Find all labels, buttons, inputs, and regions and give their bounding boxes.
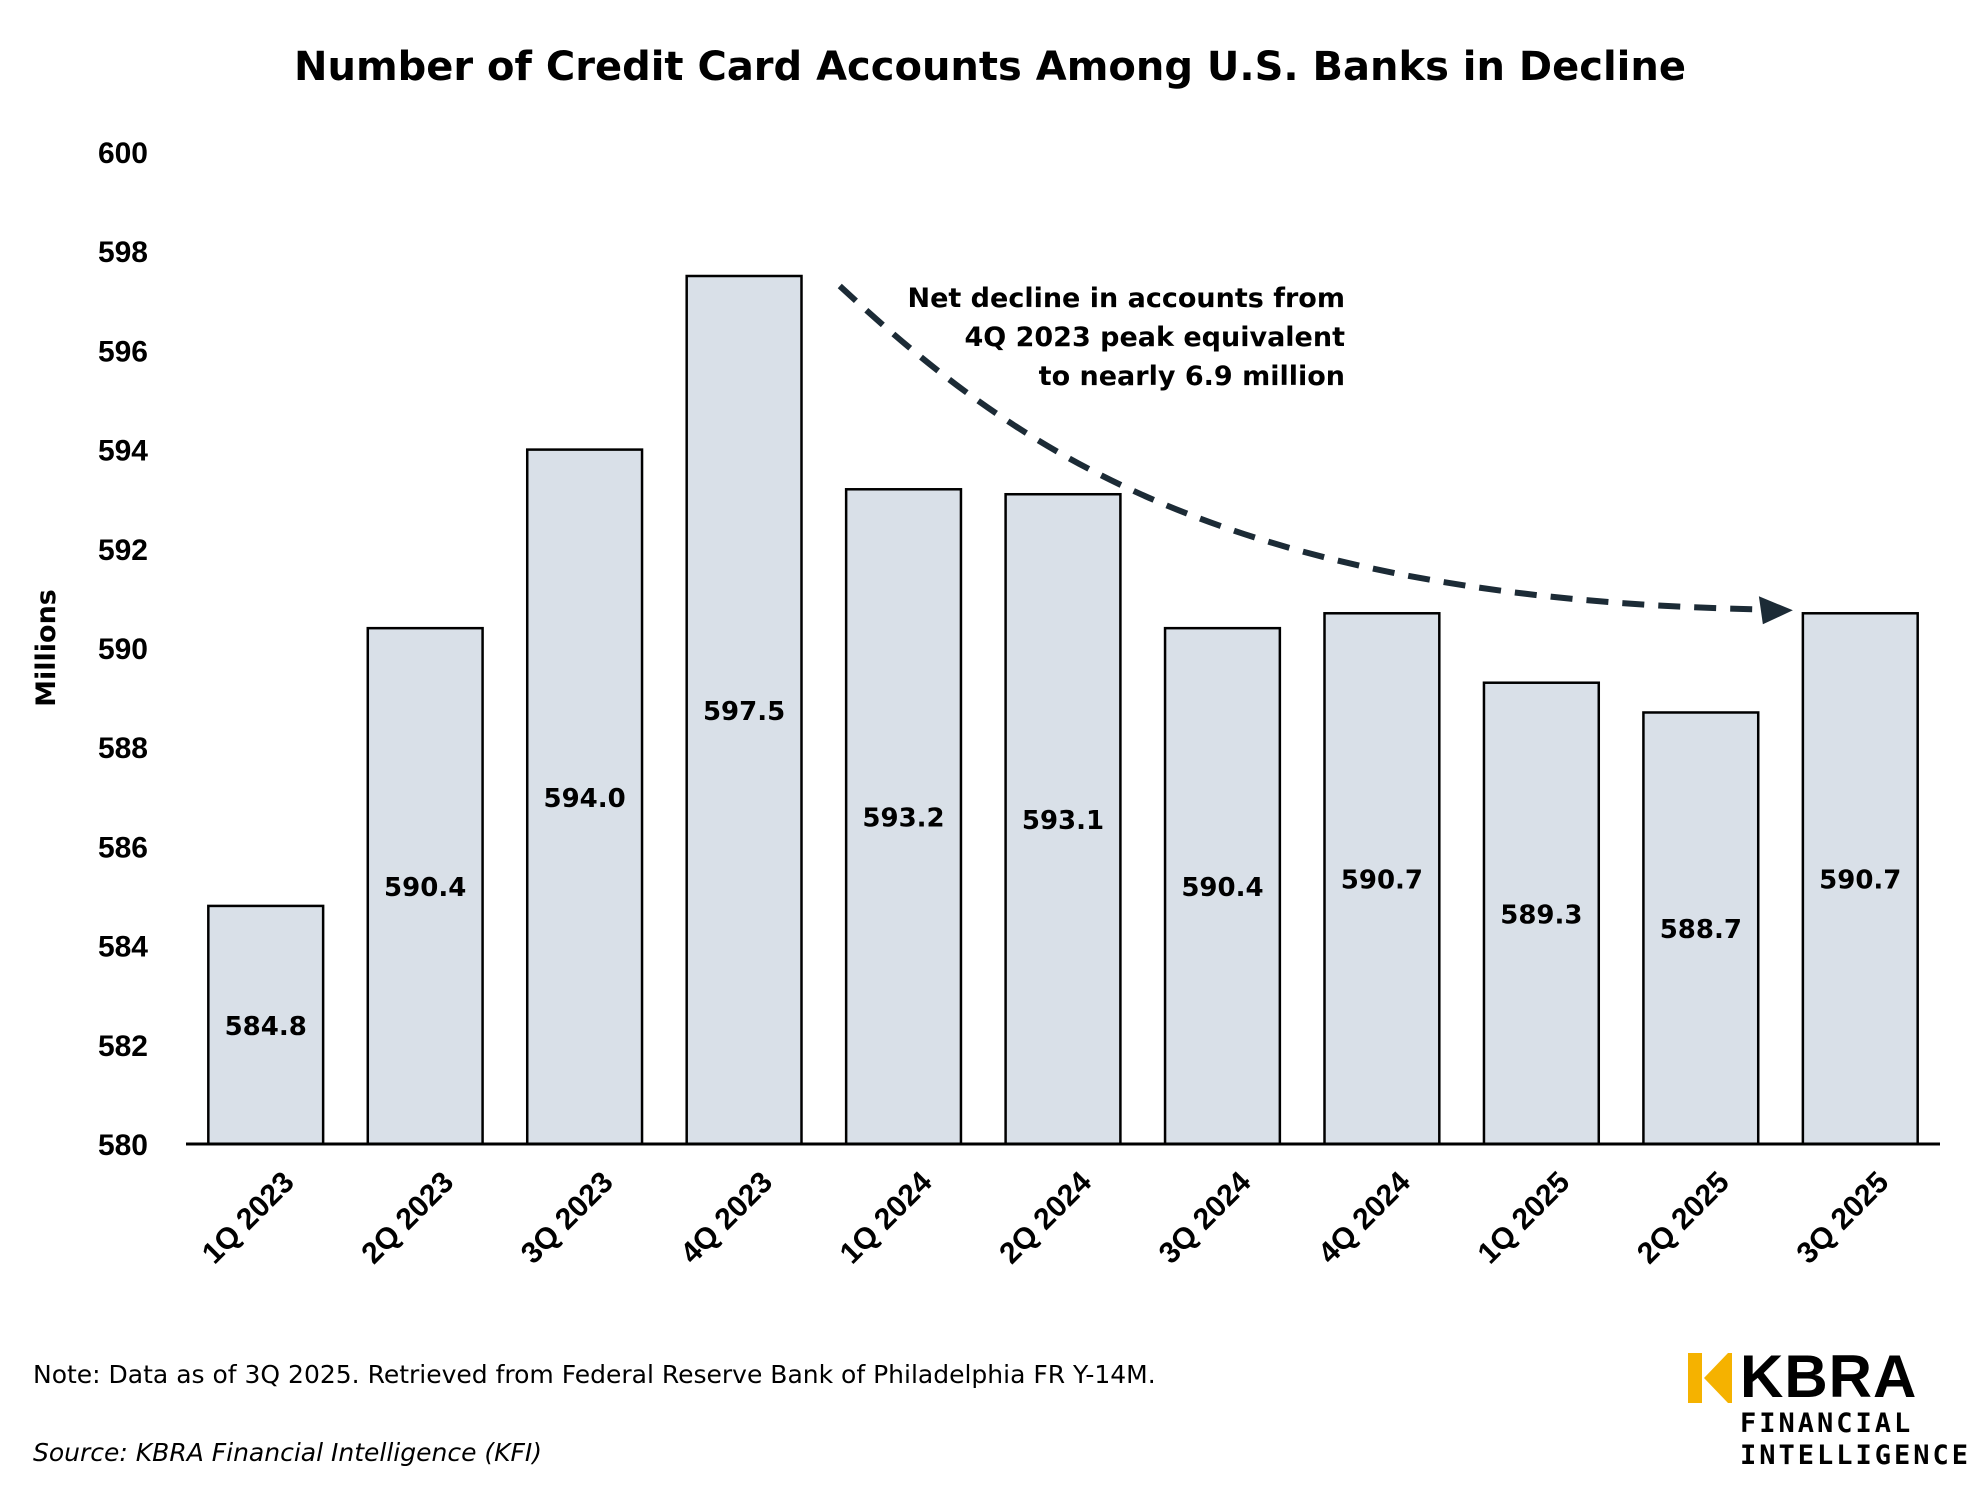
y-tick-label: 580: [98, 1129, 148, 1162]
bar-value-label: 584.8: [225, 1012, 307, 1042]
logo-line-financial: FINANCIAL: [1740, 1408, 1914, 1439]
y-tick-label: 586: [98, 831, 148, 864]
bar-value-label: 590.4: [1181, 873, 1263, 903]
x-tick-label: 2Q 2025: [1631, 1166, 1736, 1271]
y-tick-label: 598: [98, 236, 148, 269]
annotation-line-3: to nearly 6.9 million: [1039, 361, 1345, 392]
x-tick-label: 1Q 2024: [834, 1165, 939, 1270]
bar-value-label: 589.3: [1500, 900, 1582, 930]
x-tick-label: 3Q 2025: [1791, 1166, 1896, 1271]
annotation-line-1: Net decline in accounts from: [907, 283, 1345, 314]
bar-value-label: 590.4: [384, 873, 466, 903]
bar: [685, 274, 803, 1146]
y-tick-label: 592: [98, 534, 148, 567]
footnote-note: Note: Data as of 3Q 2025. Retrieved from…: [33, 1360, 1156, 1389]
bar-value-label: 590.7: [1341, 866, 1423, 896]
bar-value-label: 593.2: [862, 804, 944, 834]
x-tick-label: 3Q 2024: [1153, 1165, 1258, 1270]
bar-value-label: 597.5: [703, 697, 785, 727]
x-tick-label: 4Q 2023: [674, 1166, 779, 1271]
bar-value-label: 594.0: [544, 784, 626, 814]
y-tick-label: 588: [98, 732, 148, 765]
x-tick-label: 1Q 2025: [1472, 1166, 1577, 1271]
kbra-logo: KBRA FINANCIAL INTELLIGENCE: [1688, 1345, 1978, 1480]
bar: [1801, 612, 1919, 1146]
logo-line-intelligence: INTELLIGENCE: [1740, 1440, 1972, 1471]
y-axis-ticks: 580 582 584 586 588 590 592 594 596 598 600: [98, 137, 148, 1162]
bar: [366, 626, 484, 1146]
chart-canvas: Number of Credit Card Accounts Among U.S…: [31, 44, 1940, 1270]
bar: [1004, 492, 1122, 1146]
x-tick-label: 3Q 2023: [515, 1166, 620, 1271]
data-labels-group: 584.8 590.4 594.0 597.5 593.2 593.1 590.4 590.7…: [225, 697, 1902, 1042]
footnote-source: Source: KBRA Financial Intelligence (KFI…: [33, 1438, 543, 1467]
logo-wordmark: KBRA: [1740, 1343, 1918, 1410]
bar-value-label: 593.1: [1022, 806, 1104, 836]
bar-value-label: 590.7: [1819, 866, 1901, 896]
y-tick-label: 590: [98, 633, 148, 666]
x-tick-label: 2Q 2023: [355, 1166, 460, 1271]
bars-group: [207, 274, 1919, 1146]
x-tick-label: 1Q 2023: [196, 1166, 301, 1271]
bar: [844, 488, 963, 1146]
kbra-logo-mark-icon: [1688, 1353, 1732, 1403]
bar: [525, 448, 644, 1146]
trend-arrowhead-icon: [1758, 596, 1793, 625]
y-tick-label: 600: [98, 137, 148, 170]
y-axis-label: Millions: [31, 589, 62, 707]
bar: [1323, 612, 1441, 1146]
y-tick-label: 594: [98, 435, 148, 468]
bar-value-label: 588.7: [1660, 915, 1742, 945]
x-tick-label: 4Q 2024: [1312, 1165, 1417, 1270]
y-tick-label: 582: [98, 1030, 148, 1063]
y-tick-label: 584: [98, 931, 148, 964]
bar: [1642, 711, 1760, 1146]
x-tick-label: 2Q 2024: [993, 1165, 1098, 1270]
annotation-line-2: 4Q 2023 peak equivalent: [964, 322, 1345, 353]
chart-title: Number of Credit Card Accounts Among U.S…: [294, 44, 1686, 90]
x-axis-ticks: 1Q 2023 2Q 2023 3Q 2023 4Q 2023 1Q 2024 2Q 20…: [196, 1165, 1895, 1270]
y-tick-label: 596: [98, 335, 148, 368]
bar: [207, 904, 325, 1146]
